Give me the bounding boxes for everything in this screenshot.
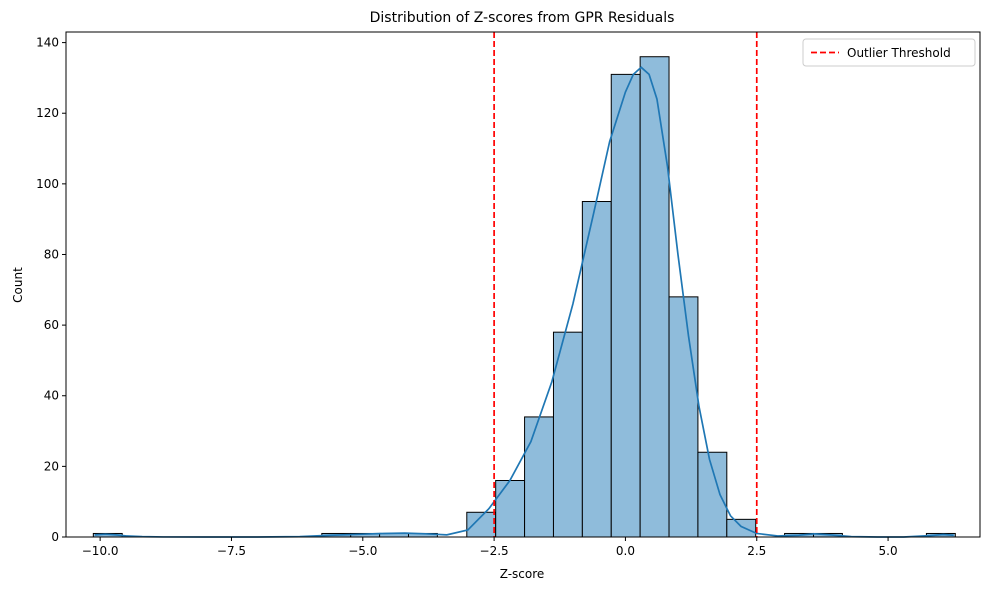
x-tick-label: −10.0 — [82, 544, 119, 558]
x-tick-label: 5.0 — [879, 544, 898, 558]
histogram-bar-6 — [495, 479, 526, 538]
y-axis-ticks: 0 20 40 60 80 100 120 140 — [36, 36, 66, 544]
y-tick-label: 40 — [44, 389, 59, 403]
y-tick-label: 120 — [36, 106, 59, 120]
y-axis-label: Count — [11, 267, 25, 303]
histogram-bar-9 — [581, 201, 612, 538]
x-tick-label: 0.0 — [616, 544, 635, 558]
histogram-bar-14 — [726, 518, 757, 538]
y-tick-label: 0 — [51, 530, 59, 544]
y-tick-label: 140 — [36, 36, 59, 50]
axes-frame — [65, 31, 981, 538]
y-tick-label: 20 — [44, 459, 59, 473]
x-tick-label: −5.0 — [348, 544, 377, 558]
x-tick-label: 2.5 — [747, 544, 766, 558]
x-axis-ticks: −10.0 −7.5 −5.0 −2.5 0.0 2.5 5.0 — [82, 537, 898, 558]
histogram-bar-12 — [668, 296, 699, 538]
x-tick-label: −7.5 — [217, 544, 246, 558]
legend-entry-threshold: Outlier Threshold — [847, 46, 951, 60]
y-tick-label: 80 — [44, 247, 59, 261]
legend-box — [802, 38, 976, 67]
x-axis-label: Z-score — [500, 567, 545, 581]
histogram-bar-7 — [524, 416, 554, 538]
histogram-bar-8 — [552, 331, 583, 538]
chart-title: Distribution of Z-scores from GPR Residu… — [370, 10, 675, 26]
histogram-bar-10 — [610, 73, 641, 538]
histogram-bar-11 — [639, 56, 670, 538]
legend: Outlier Threshold — [802, 38, 976, 67]
y-tick-label: 100 — [36, 177, 59, 191]
y-tick-label: 60 — [44, 318, 59, 332]
plot-background — [66, 32, 980, 537]
histogram-bar-13 — [697, 451, 728, 538]
threshold-lines — [493, 32, 758, 537]
plot-area — [65, 31, 981, 538]
x-tick-label: −2.5 — [480, 544, 509, 558]
